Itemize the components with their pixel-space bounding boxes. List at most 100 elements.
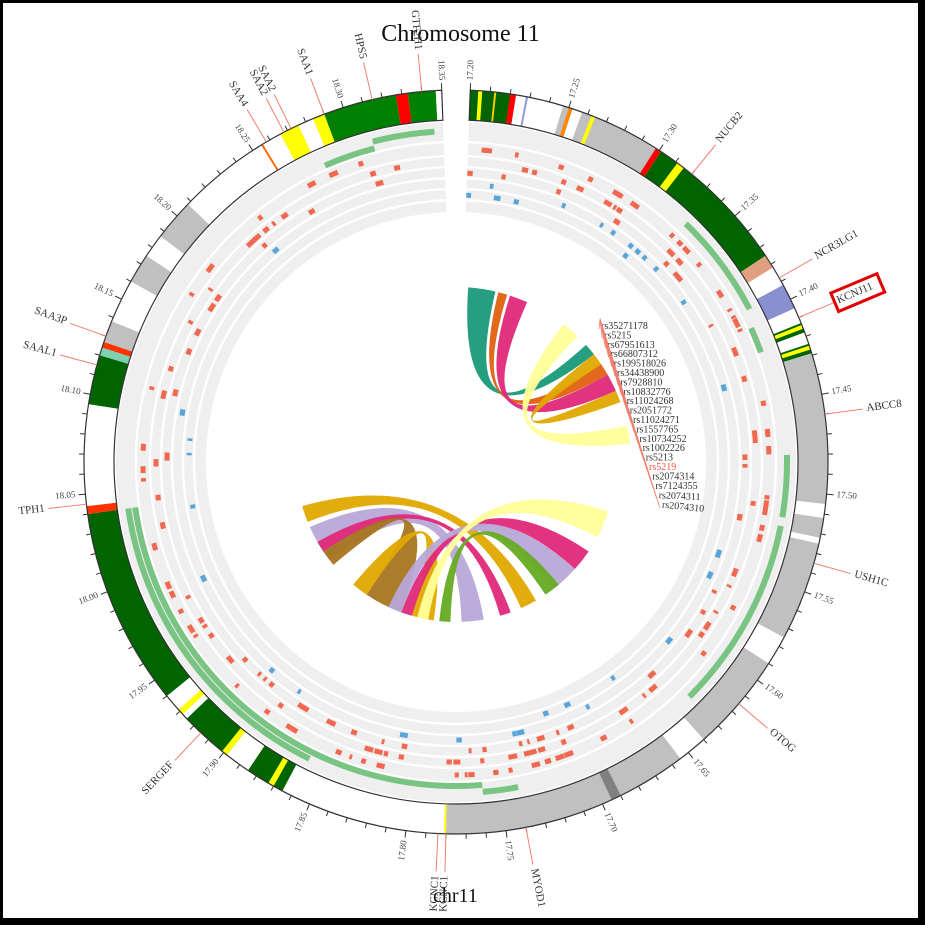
ideogram-band [780, 345, 811, 359]
tick [384, 827, 387, 833]
snp-mark [155, 494, 161, 501]
snp-label[interactable]: rs67951613 [607, 340, 654, 351]
gene-label[interactable]: ABCC8 [866, 398, 903, 415]
gene-label[interactable]: SAA1 [294, 47, 315, 77]
gene-label[interactable]: SERGEF [139, 759, 176, 797]
gene-label[interactable]: KCNC1 [437, 876, 450, 912]
tick [94, 353, 100, 356]
snp-mark [627, 242, 635, 250]
snp-mark [668, 232, 676, 239]
ideogram-band [520, 96, 529, 127]
snp-mark [764, 429, 771, 435]
tick [400, 88, 403, 95]
snp-label[interactable]: rs2051772 [630, 406, 672, 417]
snp-label[interactable]: rs35271178 [601, 321, 648, 332]
tick [734, 210, 741, 217]
snp-mark [263, 708, 271, 716]
tick [95, 572, 102, 575]
snp-mark [521, 166, 529, 174]
gene-label[interactable]: OTOG [767, 726, 798, 755]
gene-label[interactable]: SAA3P [33, 304, 69, 327]
snp-label[interactable]: rs11024268 [627, 396, 674, 407]
gene-label[interactable]: SAA4 [226, 79, 251, 109]
tick [509, 88, 512, 95]
snp-mark [148, 385, 155, 391]
snp-mark [185, 347, 193, 356]
snp-mark [446, 759, 452, 765]
snp-label[interactable]: rs5219 [649, 462, 676, 473]
gene-label[interactable]: HPS5 [352, 32, 370, 60]
gene-label[interactable]: KCNC1 [428, 875, 442, 912]
tick [303, 116, 307, 122]
snp-mark [706, 570, 714, 580]
gene-label[interactable]: USH1C [853, 568, 890, 589]
gene-label[interactable]: MYOD1 [528, 867, 547, 908]
snp-mark [544, 758, 551, 765]
snp-label[interactable]: rs199518026 [614, 359, 666, 370]
snp-mark [277, 701, 285, 709]
data-tracks [125, 128, 790, 795]
snp-mark [665, 636, 674, 645]
snp-label[interactable]: rs10832776 [623, 387, 670, 398]
snp-label[interactable]: rs7928810 [620, 377, 662, 388]
snp-label[interactable]: rs10734252 [639, 434, 686, 445]
snp-mark [714, 549, 723, 559]
snp-mark [587, 176, 594, 183]
ideogram-band [554, 105, 656, 174]
snp-label[interactable]: rs5213 [646, 453, 673, 464]
snp-mark [164, 452, 170, 461]
tick [108, 315, 114, 318]
snp-mark [245, 239, 255, 249]
ideogram-band [683, 647, 769, 740]
gene-connector [310, 78, 325, 115]
snp-mark [736, 514, 743, 521]
snp-mark [167, 365, 175, 372]
snp-label[interactable]: rs2074314 [652, 471, 694, 482]
snp-mark [207, 302, 217, 313]
gene-label[interactable]: SAAL1 [22, 339, 58, 360]
tick [147, 244, 153, 248]
snp-label[interactable]: rs5215 [604, 330, 631, 341]
gene-label[interactable]: GTF2H1 [409, 10, 425, 51]
ideogram-band [87, 509, 191, 697]
tick [675, 157, 680, 163]
tick [204, 739, 209, 744]
tick [189, 725, 195, 730]
snp-mark [188, 291, 195, 298]
snp-label[interactable]: rs66807312 [611, 349, 658, 360]
tick-label: 17.50 [836, 489, 858, 501]
snp-label[interactable]: rs7124355 [655, 481, 697, 492]
gene-connector [444, 833, 447, 872]
snp-label[interactable]: rs11024271 [633, 415, 680, 426]
snp-mark [760, 400, 767, 407]
tick [126, 278, 132, 282]
snp-label[interactable]: rs1002226 [643, 443, 685, 454]
snp-mark [762, 500, 770, 510]
green-feature [748, 326, 764, 354]
snp-mark [328, 169, 339, 179]
tick-label: 17.20 [465, 59, 476, 80]
snp-mark [363, 745, 374, 753]
snp-mark [652, 265, 660, 273]
snp-mark [741, 375, 748, 383]
gene-label[interactable]: TPH1 [18, 503, 45, 518]
gene-label[interactable]: NUCB2 [713, 110, 745, 146]
tick [757, 679, 764, 685]
tick [90, 553, 96, 556]
snp-label[interactable]: rs1557765 [636, 424, 678, 435]
snp-mark [684, 628, 694, 639]
snp-connector [599, 318, 661, 508]
snp-mark [335, 748, 343, 756]
snp-mark [557, 163, 565, 171]
ideogram-band [740, 255, 774, 284]
snp-label[interactable]: rs2074311 [658, 490, 700, 503]
gene-label[interactable]: NCR3LG1 [813, 228, 861, 262]
snp-mark [172, 388, 179, 397]
snp-mark [618, 709, 625, 716]
ideogram-band [187, 145, 277, 225]
tick [747, 227, 753, 232]
snp-label[interactable]: rs2074310 [661, 500, 704, 515]
chord-link [522, 324, 631, 446]
ideogram-band [747, 267, 784, 300]
snp-label[interactable]: rs34438900 [617, 368, 664, 379]
